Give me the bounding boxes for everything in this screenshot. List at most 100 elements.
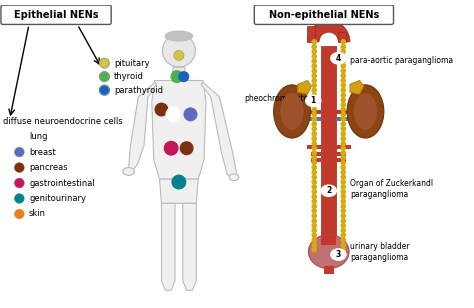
Polygon shape [321, 235, 337, 245]
Polygon shape [311, 158, 321, 162]
Polygon shape [321, 46, 337, 254]
Circle shape [15, 194, 24, 203]
Circle shape [312, 40, 316, 44]
Circle shape [312, 83, 316, 87]
Circle shape [341, 112, 346, 116]
Ellipse shape [165, 31, 192, 41]
Circle shape [312, 151, 316, 155]
Circle shape [312, 175, 316, 179]
Circle shape [312, 214, 316, 218]
Circle shape [312, 69, 316, 73]
Circle shape [312, 45, 316, 49]
Polygon shape [337, 145, 351, 149]
Text: 4: 4 [336, 54, 341, 63]
Circle shape [179, 72, 189, 82]
Circle shape [312, 117, 316, 121]
Text: pheochromocytoma: pheochromocytoma [245, 94, 321, 103]
Circle shape [312, 156, 316, 160]
Circle shape [341, 103, 346, 107]
Circle shape [341, 175, 346, 179]
Ellipse shape [306, 95, 321, 107]
Circle shape [15, 147, 24, 157]
Ellipse shape [123, 168, 135, 175]
Circle shape [15, 209, 24, 219]
Polygon shape [295, 117, 321, 121]
Text: parathyroid: parathyroid [114, 86, 163, 95]
Circle shape [312, 49, 316, 54]
Circle shape [341, 122, 346, 126]
Circle shape [341, 146, 346, 150]
Text: 3: 3 [336, 250, 341, 259]
Circle shape [312, 190, 316, 194]
Polygon shape [311, 152, 321, 156]
Ellipse shape [331, 249, 346, 260]
Text: pituitary: pituitary [114, 59, 150, 68]
Circle shape [341, 190, 346, 194]
Text: gastrointestinal: gastrointestinal [29, 179, 95, 188]
Circle shape [312, 132, 316, 136]
Circle shape [341, 209, 346, 213]
Circle shape [341, 228, 346, 233]
Polygon shape [172, 67, 186, 80]
Circle shape [341, 64, 346, 68]
Circle shape [312, 127, 316, 131]
Wedge shape [308, 21, 350, 42]
Circle shape [341, 160, 346, 165]
Circle shape [341, 248, 346, 252]
Circle shape [312, 233, 316, 237]
Circle shape [312, 136, 316, 141]
Circle shape [15, 163, 24, 172]
Circle shape [15, 132, 24, 141]
Text: thyroid: thyroid [114, 72, 144, 81]
Circle shape [312, 243, 316, 247]
Circle shape [155, 103, 168, 116]
Ellipse shape [331, 52, 346, 64]
Polygon shape [337, 117, 363, 121]
Circle shape [312, 209, 316, 213]
Circle shape [312, 219, 316, 223]
Circle shape [341, 170, 346, 175]
Circle shape [184, 108, 197, 121]
FancyBboxPatch shape [254, 5, 393, 24]
Circle shape [312, 170, 316, 175]
Polygon shape [162, 203, 175, 290]
Ellipse shape [309, 235, 349, 269]
Circle shape [341, 136, 346, 141]
Circle shape [312, 59, 316, 63]
Circle shape [312, 74, 316, 78]
Polygon shape [307, 145, 321, 149]
Ellipse shape [347, 85, 384, 138]
Text: Epithelial NENs: Epithelial NENs [14, 10, 98, 20]
Circle shape [312, 223, 316, 228]
Circle shape [312, 54, 316, 59]
Circle shape [341, 165, 346, 170]
Ellipse shape [281, 93, 304, 130]
Circle shape [171, 71, 183, 83]
Circle shape [312, 204, 316, 208]
Circle shape [100, 58, 109, 68]
Polygon shape [201, 83, 237, 177]
Circle shape [164, 141, 178, 155]
Circle shape [341, 117, 346, 121]
Ellipse shape [321, 185, 337, 197]
Circle shape [312, 112, 316, 116]
Circle shape [341, 59, 346, 63]
Text: skin: skin [29, 209, 46, 218]
Polygon shape [324, 266, 334, 274]
Circle shape [312, 122, 316, 126]
Polygon shape [337, 152, 346, 156]
Ellipse shape [273, 85, 310, 138]
Circle shape [341, 74, 346, 78]
Text: pancreas: pancreas [29, 163, 68, 172]
Circle shape [341, 127, 346, 131]
Circle shape [341, 185, 346, 189]
Circle shape [341, 98, 346, 102]
Text: diffuse neuroendocrine cells: diffuse neuroendocrine cells [3, 117, 123, 126]
Polygon shape [128, 83, 156, 169]
Circle shape [341, 132, 346, 136]
Polygon shape [338, 32, 346, 42]
Circle shape [100, 72, 109, 82]
Circle shape [180, 142, 193, 155]
Circle shape [312, 93, 316, 97]
Circle shape [312, 107, 316, 112]
